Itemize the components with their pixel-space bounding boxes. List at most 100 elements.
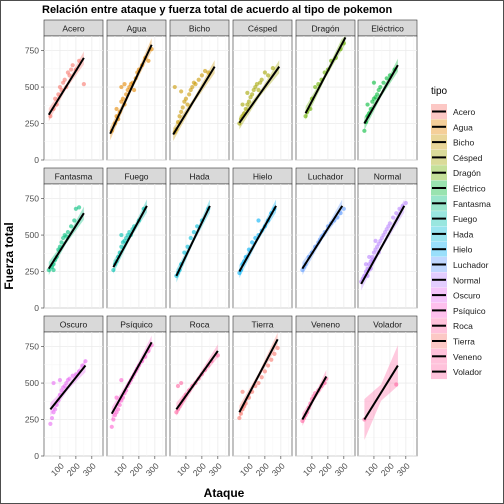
regression-line	[172, 66, 216, 135]
regression-line	[175, 205, 211, 277]
data-point	[114, 106, 119, 112]
data-point	[313, 84, 318, 90]
y-tick-label: 0	[34, 303, 39, 313]
data-point	[57, 378, 63, 383]
data-point	[179, 380, 184, 386]
data-point	[390, 215, 396, 220]
data-point	[59, 240, 64, 245]
panel-background	[169, 331, 230, 457]
data-point	[116, 407, 121, 412]
data-point	[362, 128, 367, 133]
data-point	[238, 411, 244, 416]
x-tick-label: 300	[395, 461, 412, 478]
data-point	[48, 114, 53, 119]
facet-strip-label: Roca	[190, 320, 210, 330]
facet-strip-label: Psíquico	[120, 320, 153, 330]
x-tick-label: 200	[317, 461, 334, 478]
regression-line	[175, 350, 219, 410]
facet-strip-label: Hada	[189, 172, 210, 182]
panel-background	[232, 35, 293, 161]
y-tick-label: 750	[25, 342, 39, 352]
data-point	[245, 90, 250, 95]
legend: tipo Acero Agua Bicho Césped Dragón Eléctrico F…	[431, 86, 491, 380]
legend-label: Fantasma	[453, 199, 491, 209]
data-point	[256, 380, 261, 386]
facet-panel-9: Hielo	[232, 167, 293, 309]
data-point	[132, 87, 137, 93]
facet-strip-label: Oscuro	[60, 320, 88, 330]
panel-background	[106, 183, 167, 309]
legend-label: Luchador	[453, 260, 489, 270]
regression-line	[47, 57, 85, 116]
regression-line	[238, 338, 279, 413]
data-point	[182, 250, 187, 255]
data-point	[185, 102, 190, 107]
panel-background	[106, 331, 167, 457]
data-point	[237, 415, 242, 421]
facet-strip-label: Tierra	[252, 320, 274, 330]
data-point	[72, 218, 77, 223]
data-point	[119, 244, 124, 249]
panel-background	[169, 35, 230, 161]
data-point	[49, 415, 55, 421]
panel-background	[43, 183, 104, 309]
legend-title: tipo	[431, 86, 448, 97]
y-tick-label: 500	[25, 230, 39, 240]
data-point	[81, 82, 86, 87]
data-point	[341, 206, 346, 211]
facet-strip-label: Eléctrico	[371, 24, 404, 34]
data-point	[265, 363, 271, 368]
legend-label: Volador	[453, 367, 482, 377]
data-point	[76, 205, 82, 210]
regression-line	[301, 376, 328, 421]
data-point	[62, 77, 67, 82]
data-point	[270, 65, 275, 71]
panel-background	[295, 35, 356, 161]
data-point	[259, 77, 264, 82]
data-point	[175, 383, 181, 389]
data-point	[70, 373, 75, 378]
facet-panel-2: Bicho	[169, 19, 230, 161]
data-point	[109, 424, 114, 429]
legend-label: Acero	[453, 107, 475, 117]
facet-panels: Acero 0 250 500 750 Agua Bicho Césped Dragón Eléc…	[25, 19, 418, 478]
legend-label: Agua	[453, 122, 473, 132]
data-point	[53, 407, 58, 412]
x-tick-label: 200	[379, 461, 396, 478]
data-point	[146, 58, 151, 63]
data-point	[381, 80, 386, 85]
data-point	[76, 58, 82, 63]
regression-line	[110, 341, 153, 415]
x-tick-label: 300	[81, 461, 98, 478]
data-point	[262, 369, 267, 374]
data-point	[183, 96, 189, 101]
facet-strip-label: Acero	[62, 24, 84, 34]
data-point	[250, 240, 255, 245]
data-point	[70, 63, 75, 68]
data-point	[397, 206, 402, 211]
legend-label: Tierra	[453, 337, 475, 347]
data-point	[179, 109, 184, 114]
data-point	[117, 402, 122, 408]
legend-label: Oscuro	[453, 291, 481, 301]
data-point	[240, 389, 245, 394]
x-axis-label: Ataque	[204, 486, 245, 500]
x-tick-label: 300	[270, 461, 287, 478]
facet-panel-6: Fantasma 0 250 500 750	[25, 167, 104, 313]
data-point	[259, 375, 264, 380]
regression-line	[363, 365, 399, 421]
data-point	[243, 106, 248, 112]
legend-label: Eléctrico	[453, 184, 486, 194]
panel-background	[169, 183, 230, 309]
x-tick-label: 100	[301, 461, 318, 478]
legend-label: Psíquico	[453, 306, 486, 316]
data-point	[367, 254, 372, 260]
data-point	[202, 68, 208, 74]
panel-background	[232, 183, 293, 309]
data-point	[56, 92, 61, 97]
